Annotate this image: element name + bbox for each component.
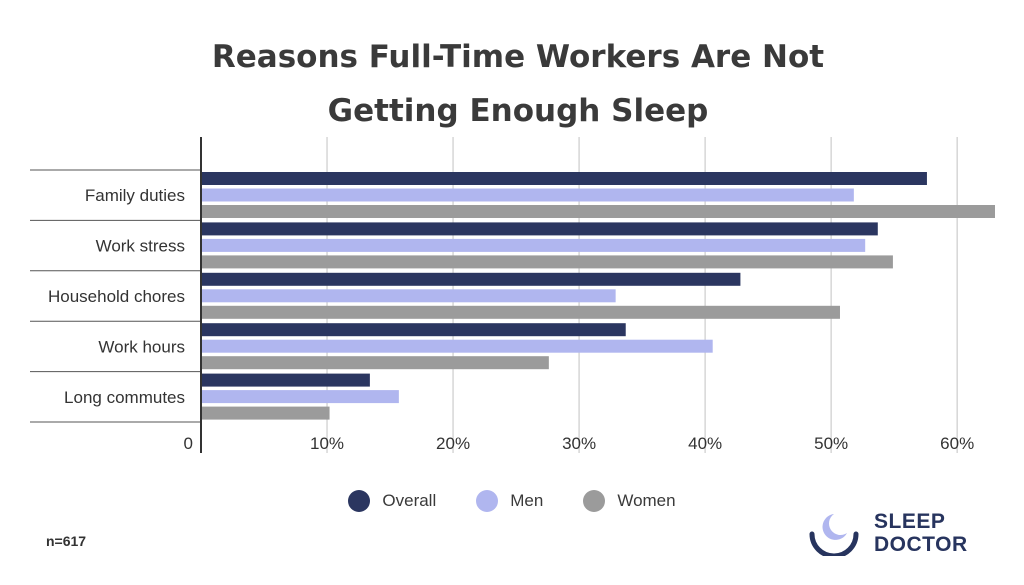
sample-size-note: n=617: [46, 533, 87, 549]
legend: Overall Men Women: [0, 490, 1024, 512]
brand-line-2: DOCTOR: [874, 533, 968, 556]
bar-men-household-chores: [201, 289, 616, 303]
category-label-household-chores: Household chores: [48, 287, 185, 306]
brand-wordmark: SLEEP DOCTOR: [874, 510, 968, 556]
bar-chart: Family duties Work stress Household chores…: [30, 137, 995, 453]
bar-overall-work-stress: [201, 222, 878, 236]
bar-women-long-commutes: [201, 406, 330, 420]
bar-overall-family-duties: [201, 172, 927, 185]
x-tick-label-10: 10%: [310, 434, 344, 453]
legend-item-women: Women: [583, 490, 676, 512]
moon-icon: [809, 514, 859, 556]
bar-overall-work-hours: [201, 323, 626, 337]
x-tick-label-0: 0: [184, 434, 193, 453]
bar-men-long-commutes: [201, 390, 399, 404]
x-tick-label-60: 60%: [940, 434, 974, 453]
x-tick-label-50: 50%: [814, 434, 848, 453]
legend-label-overall: Overall: [382, 491, 437, 510]
bar-women-family-duties: [201, 205, 995, 218]
legend-swatch-women: [583, 490, 606, 512]
x-tick-label-20: 20%: [436, 434, 470, 453]
bar-overall-long-commutes: [201, 373, 370, 387]
x-tick-label-30: 30%: [562, 434, 596, 453]
bar-women-household-chores: [201, 305, 840, 319]
legend-item-overall: Overall: [348, 490, 436, 512]
x-tick-label-40: 40%: [688, 434, 722, 453]
bar-overall-household-chores: [201, 272, 741, 286]
legend-label-men: Men: [510, 491, 544, 510]
legend-swatch-men: [476, 490, 499, 512]
brand-line-1: SLEEP: [874, 510, 946, 533]
bar-men-family-duties: [201, 188, 854, 202]
category-label-work-hours: Work hours: [98, 337, 185, 356]
bar-women-work-hours: [201, 356, 549, 370]
bar-women-work-stress: [201, 255, 893, 269]
legend-label-women: Women: [617, 491, 676, 510]
bar-men-work-stress: [201, 238, 866, 252]
legend-item-men: Men: [476, 490, 543, 512]
brand-logo: SLEEP DOCTOR: [806, 508, 996, 558]
chart-title-line-2: Getting Enough Sleep: [327, 93, 709, 129]
category-label-long-commutes: Long commutes: [64, 388, 185, 407]
bar-men-work-hours: [201, 339, 713, 353]
chart-title: Reasons Full-Time Workers Are Not Gettin…: [0, 30, 1024, 138]
category-label-work-stress: Work stress: [96, 237, 185, 256]
category-label-family-duties: Family duties: [85, 186, 185, 205]
chart-title-line-1: Reasons Full-Time Workers Are Not: [211, 39, 825, 75]
legend-swatch-overall: [348, 490, 371, 512]
